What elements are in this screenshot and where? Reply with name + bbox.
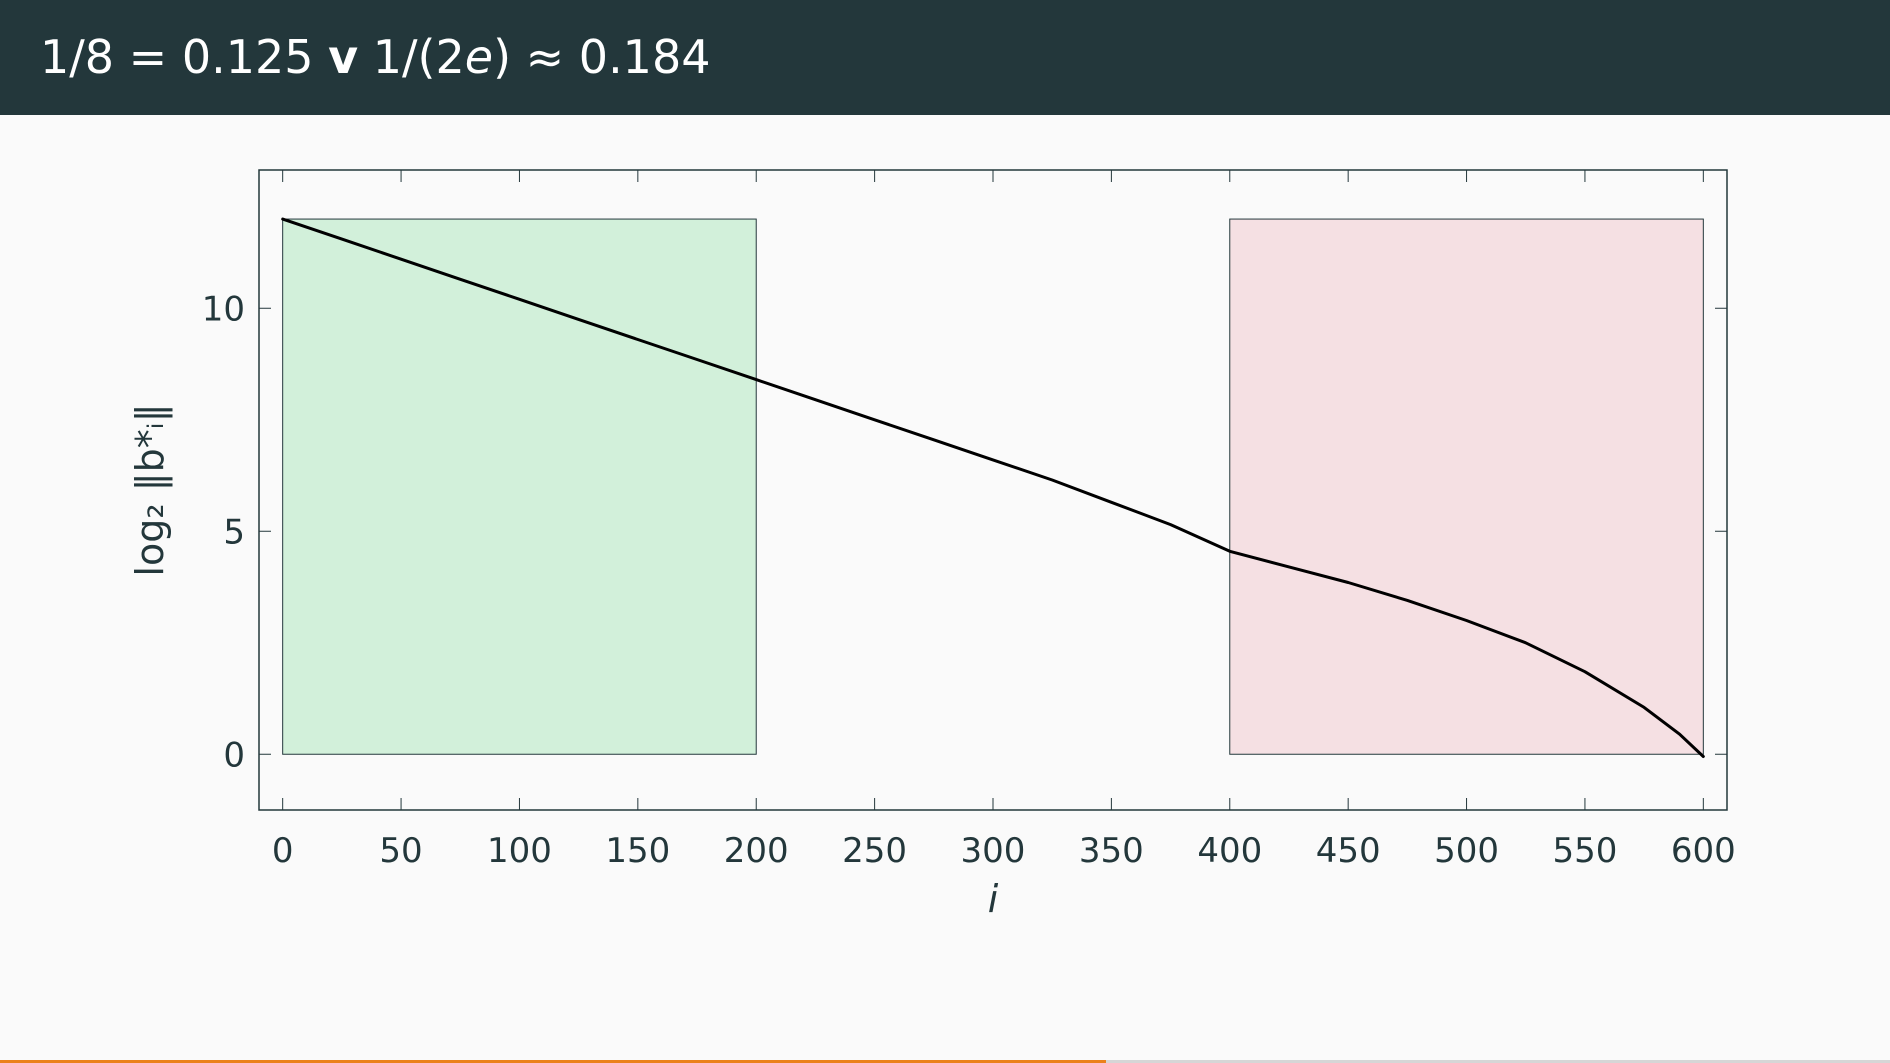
x-tick-label: 50 <box>379 831 422 871</box>
x-tick-label: 350 <box>1079 831 1144 871</box>
title-part-b: 1/(2 <box>358 30 465 84</box>
regions-layer <box>282 218 1704 755</box>
slide-header: 1/8 = 0.125 v 1/(2e) ≈ 0.184 <box>0 0 1890 115</box>
x-tick-label: 550 <box>1552 831 1617 871</box>
y-tick-label: 5 <box>223 512 245 552</box>
x-tick-label: 150 <box>605 831 670 871</box>
title-part-v: v <box>328 30 359 84</box>
slide-title: 1/8 = 0.125 v 1/(2e) ≈ 0.184 <box>40 24 710 90</box>
ticks-layer <box>259 170 1727 810</box>
y-tick-label: 0 <box>223 735 245 775</box>
progress-bar <box>0 1060 1890 1063</box>
progress-fill <box>0 1060 1106 1063</box>
y-tick-label: 10 <box>202 289 245 329</box>
x-axis-label: i <box>988 877 999 921</box>
x-tick-label: 100 <box>487 831 552 871</box>
labels-layer: 0 50 100 150 200 250 300 350 400 450 500 550 600 0 5 10… <box>128 289 1736 921</box>
x-tick-label: 250 <box>842 831 907 871</box>
x-tick-label: 500 <box>1434 831 1499 871</box>
highlight-region-1 <box>282 218 757 755</box>
highlight-region-2 <box>1229 218 1704 755</box>
title-part-e: e <box>464 30 494 84</box>
x-tick-label: 300 <box>961 831 1026 871</box>
line-layer <box>281 217 1705 758</box>
title-part-c: ) ≈ 0.184 <box>493 30 711 84</box>
title-part-a: 1/8 = 0.125 <box>40 30 329 84</box>
x-tick-label: 600 <box>1671 831 1736 871</box>
x-tick-label: 0 <box>272 831 294 871</box>
x-tick-label: 200 <box>724 831 789 871</box>
y-axis-label: log₂ ‖b*ᵢ‖ <box>128 403 173 576</box>
x-tick-label: 450 <box>1316 831 1381 871</box>
x-tick-label: 400 <box>1197 831 1262 871</box>
series-line-1 <box>281 217 1705 758</box>
